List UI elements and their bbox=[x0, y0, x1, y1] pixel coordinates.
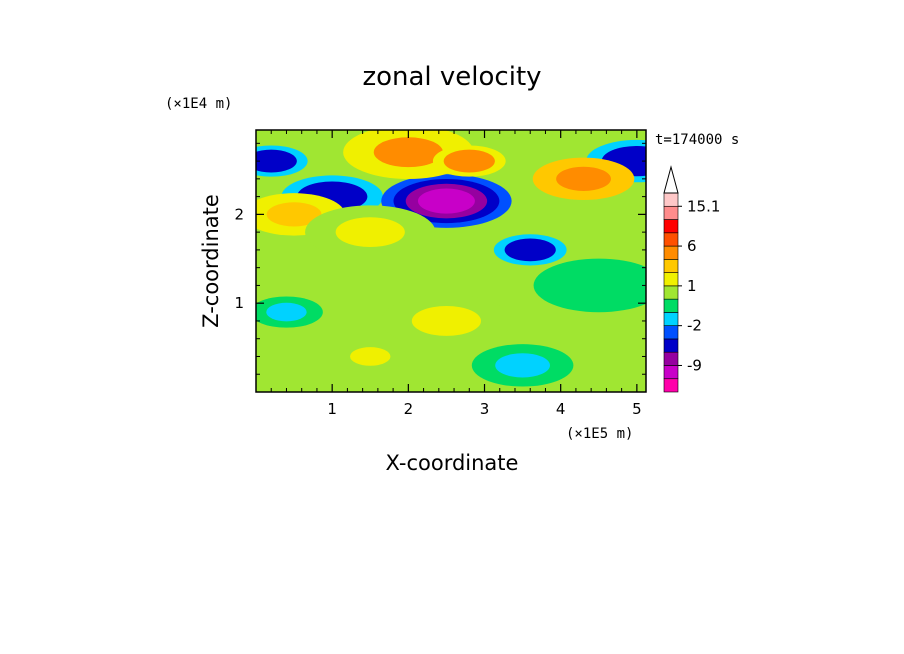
colorbar-segment bbox=[663, 205, 679, 220]
field-feature bbox=[256, 296, 323, 328]
colorbar-label: 1 bbox=[687, 277, 697, 295]
x-tick-label: 4 bbox=[556, 400, 566, 418]
colorbar-segment bbox=[663, 325, 679, 340]
field-contour bbox=[411, 306, 482, 336]
field-feature bbox=[333, 340, 407, 373]
field-feature bbox=[471, 344, 574, 387]
colorbar-label: -2 bbox=[687, 317, 702, 335]
field-feature bbox=[532, 157, 635, 201]
field-contour bbox=[266, 202, 322, 227]
colorbar-segment bbox=[663, 378, 679, 393]
y-scale-label: (×1E4 m) bbox=[165, 96, 232, 112]
x-tick-label: 1 bbox=[327, 400, 337, 418]
field-contour bbox=[564, 270, 634, 301]
colorbar-label: 6 bbox=[687, 237, 697, 255]
colorbar-segment bbox=[663, 219, 679, 234]
time-label: t=174000 s bbox=[655, 132, 739, 148]
field-feature bbox=[493, 234, 567, 266]
y-axis-ticks: 12 bbox=[234, 142, 646, 375]
field-contour bbox=[515, 242, 546, 258]
x-scale-label: (×1E5 m) bbox=[566, 426, 633, 442]
field-contour bbox=[617, 152, 646, 171]
field-contour bbox=[350, 347, 391, 366]
colorbar-segment bbox=[663, 245, 679, 260]
colorbar-extend-arrow bbox=[663, 165, 679, 194]
field-contour bbox=[256, 153, 287, 169]
field-contour bbox=[454, 153, 485, 169]
colorbar: 15.1 6 1 -2 -9 bbox=[663, 165, 720, 393]
field-feature bbox=[305, 205, 436, 259]
colorbar-segment bbox=[663, 351, 679, 366]
colorbar-segment bbox=[663, 285, 679, 300]
velocity-field bbox=[256, 130, 646, 392]
field-contour bbox=[335, 217, 405, 248]
colorbar-segment bbox=[663, 232, 679, 247]
colorbar-label: 15.1 bbox=[687, 197, 720, 215]
chart-title: zonal velocity bbox=[362, 62, 541, 92]
colorbar-segment bbox=[663, 338, 679, 353]
colorbar-label: -9 bbox=[687, 356, 702, 374]
y-axis-label: Z-coordinate bbox=[199, 194, 223, 328]
field-contour bbox=[495, 353, 551, 378]
colorbar-segment bbox=[663, 298, 679, 313]
x-tick-label: 2 bbox=[404, 400, 414, 418]
colorbar-segment bbox=[663, 365, 679, 380]
field-feature bbox=[256, 145, 308, 177]
field-contour bbox=[373, 137, 443, 168]
field-feature bbox=[533, 258, 646, 313]
y-tick-label: 2 bbox=[234, 205, 244, 223]
x-tick-label: 3 bbox=[480, 400, 490, 418]
x-axis-label: X-coordinate bbox=[386, 451, 519, 475]
colorbar-segment bbox=[663, 272, 679, 287]
field-contour bbox=[266, 302, 307, 322]
x-tick-label: 5 bbox=[632, 400, 642, 418]
field-contour bbox=[430, 193, 463, 209]
field-feature bbox=[432, 145, 506, 177]
colorbar-segment bbox=[663, 192, 679, 207]
field-contour bbox=[556, 166, 611, 191]
colorbar-segment bbox=[663, 259, 679, 273]
colorbar-segment bbox=[663, 312, 679, 326]
y-tick-label: 1 bbox=[234, 294, 244, 312]
x-axis-ticks: 1 2 3 4 5 bbox=[270, 130, 642, 418]
plot-frame bbox=[255, 129, 647, 393]
field-feature bbox=[381, 294, 512, 348]
